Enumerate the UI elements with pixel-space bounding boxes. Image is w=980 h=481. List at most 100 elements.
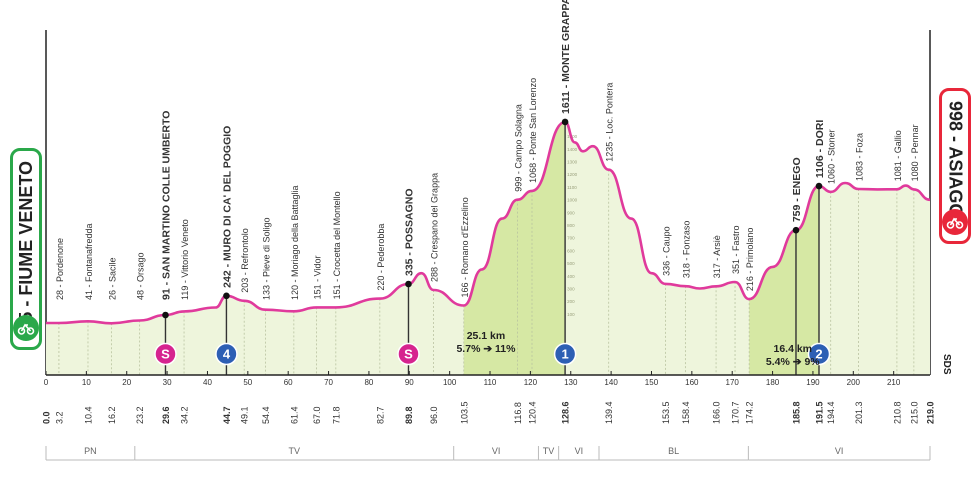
place-label: 203 - Refrontolo [240,228,250,293]
altitude-tick-label: 600 [567,248,575,253]
km-label: 89.8 [404,406,414,424]
x-tick-label: 70 [324,378,333,387]
x-tick-label: 90 [405,378,414,387]
km-label: 215.0 [909,401,919,424]
x-tick-label: 100 [443,378,457,387]
altitude-tick-label: 1400 [567,147,578,152]
gpm-cat1-marker [553,342,577,366]
km-label: 61.4 [289,406,299,424]
km-label: 116.8 [513,402,523,424]
place-label: 1068 - Ponte San Lorenzo [528,78,538,183]
x-tick-label: 180 [766,378,780,387]
place-label: 216 - Primolano [745,228,755,292]
altitude-tick-label: 400 [567,274,575,279]
place-label: 166 - Romano d'Ezzelino [460,197,470,297]
place-label: 133 - Pieve di Soligo [262,217,272,300]
gpm-cat1-marker-label: 1 [561,347,568,362]
climb-gradient-label: 5.7% ➔ 11% [456,343,516,355]
x-tick-label: 10 [82,378,91,387]
place-label: 220 - Pederobba [376,224,386,291]
x-tick-label: 170 [726,378,740,387]
km-label: 139.4 [604,401,614,424]
place-label: 1081 - Gallio [893,130,903,181]
km-label: 29.6 [161,406,171,424]
place-label: 242 - MURO DI CA' DEL POGGIO [221,126,233,288]
km-label: 103.5 [459,401,469,424]
gpm-cat4-marker-label: 4 [223,347,231,362]
x-tick-label: 40 [203,378,212,387]
summit-dot [815,182,823,190]
climb-gradient-label: 5.4% ➔ 9% [766,356,820,368]
place-label: 999 - Campo Solagna [513,104,523,192]
gpm-cat4-marker [215,342,238,366]
x-tick-label: 80 [364,378,373,387]
x-tick-label: 0 [44,378,49,387]
bike-icon [13,315,39,341]
altitude-tick-label: 800 [567,223,575,228]
altitude-tick-label: 1000 [567,198,578,203]
sprint-marker-label: S [404,347,413,362]
km-label: 174.2 [745,401,755,424]
place-label: 1106 - DORI [814,120,826,178]
x-tick-label: 30 [163,378,172,387]
place-label: 151 - Vidor [312,256,322,300]
km-label: 23.2 [135,406,145,424]
province-label: PN [84,446,97,456]
x-tick-label: 200 [847,378,861,387]
province-label: TV [288,446,300,456]
km-label: 10.4 [83,406,93,424]
km-label: 71.8 [331,406,341,424]
place-label: 759 - ENEGO [791,157,803,222]
place-label: 120 - Moriago della Battaglia [290,185,300,300]
altitude-tick-label: 100 [567,312,575,317]
gpm-cat2-marker-label: 2 [815,347,822,362]
km-label: 67.0 [312,406,322,424]
km-label: 54.4 [261,406,271,424]
km-label: 44.7 [222,406,232,424]
km-label: 128.6 [561,401,571,424]
province-label: VI [835,446,844,456]
summit-dot [405,280,412,288]
altitude-tick-label: 1300 [567,159,578,164]
x-tick-label: 140 [604,378,618,387]
km-label: 16.2 [107,406,117,424]
summit-dot [792,226,800,234]
km-label: 166.0 [712,401,722,424]
place-label: 48 - Orsago [136,252,146,300]
km-label: 170.7 [731,401,741,424]
km-label: 210.8 [892,401,902,424]
bike-icon [942,209,968,235]
x-tick-label: 120 [524,378,538,387]
place-label: 335 - POSSAGNO [403,188,415,276]
x-tick-label: 50 [243,378,252,387]
km-label: 194.4 [826,401,836,424]
km-label: 49.1 [240,406,250,424]
brand-mark: SDS [941,354,952,375]
place-label: 119 - Vittorio Veneto [180,219,190,300]
place-label: 336 - Caupo [662,226,672,276]
place-label: 41 - Fontanafredda [84,223,94,300]
km-label: 219.0 [926,401,936,424]
x-tick-label: 20 [122,378,131,387]
summit-dot [223,292,230,300]
place-label: 1060 - Stoner [827,129,837,184]
x-tick-label: 110 [484,378,497,387]
x-tick-label: 210 [887,378,901,387]
altitude-tick-label: 1100 [567,185,577,190]
climb-area [749,186,819,375]
start-badge: 25 - FIUME VENETO [10,148,42,350]
province-label: BL [668,446,679,456]
altitude-tick-label: 700 [567,236,575,241]
altitude-tick-label: 300 [567,286,575,291]
summit-dot [162,311,169,319]
sprint-marker [154,342,177,366]
km-label: 158.4 [681,401,691,424]
sprint-marker-label: S [161,347,170,362]
km-label: 3.2 [54,411,64,424]
place-label: 91 - SAN MARTINO COLLE UMBERTO [160,111,172,300]
place-label: 151 - Crocetta del Montello [332,191,342,299]
altitude-tick-label: 500 [567,261,575,266]
place-label: 1080 - Pennar [910,124,920,181]
finish-badge: 998 - ASIAGO [939,88,971,244]
x-tick-label: 160 [685,378,699,387]
